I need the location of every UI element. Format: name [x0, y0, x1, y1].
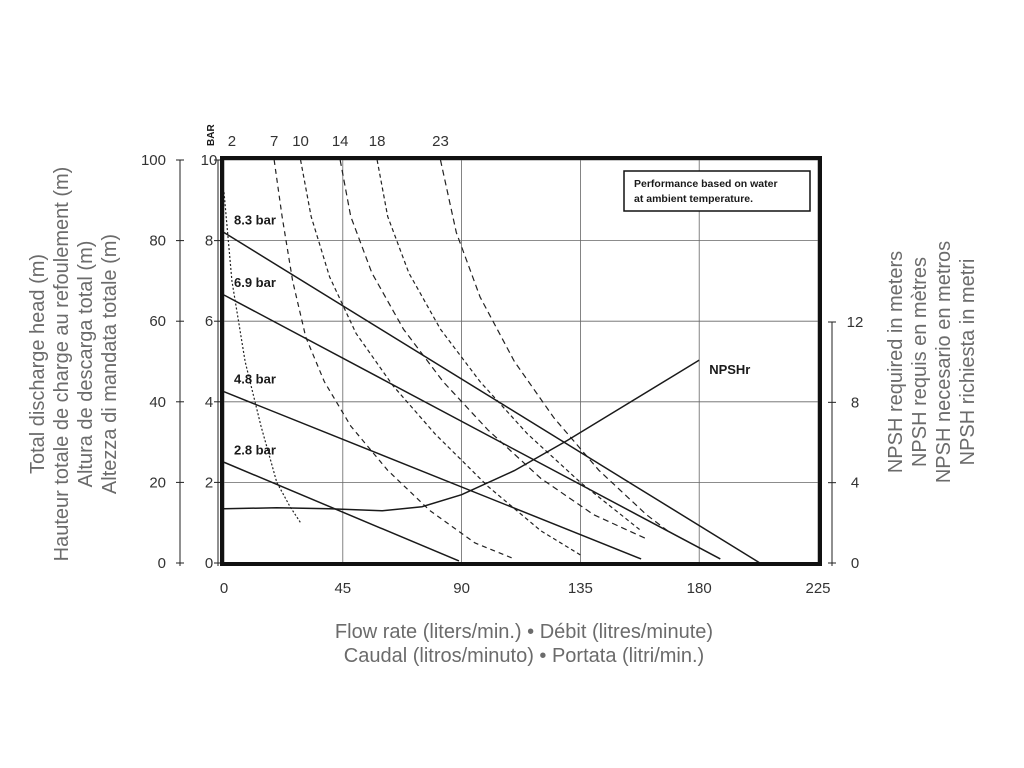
npsh-ticks: 0 4 8 12 [828, 314, 863, 572]
air-label-23: 23 [432, 133, 449, 150]
y-tick-label-5: 100 [141, 152, 166, 169]
air-consumption-ticks: 2 7 10 14 18 23 [228, 133, 449, 150]
series-labels: 8.3 bar 6.9 bar 4.8 bar 2.8 bar NPSHr [234, 213, 750, 458]
ylabel-left-line-1: Total discharge head (m) [27, 254, 49, 474]
series-line-4-8-bar [223, 391, 642, 560]
x-tick-label-2: 90 [453, 580, 470, 597]
curves [223, 159, 761, 564]
x-tick-label-0: 0 [220, 580, 228, 597]
series-line-8-3-bar [223, 231, 761, 564]
air-curve-7 [273, 159, 515, 560]
ylabel-left-line-2: Hauteur totale de charge au refoulement … [51, 167, 73, 562]
bar-tick-label-1: 2 [205, 474, 213, 491]
air-label-10: 10 [292, 133, 309, 150]
note-line-1: Performance based on water [634, 178, 778, 190]
x-tick-label-1: 45 [334, 580, 351, 597]
series-label-npshr: NPSHr [709, 362, 750, 377]
air-label-2: 2 [228, 133, 236, 150]
note-line-2: at ambient temperature. [634, 193, 753, 205]
y-tick-label-2: 40 [149, 394, 166, 411]
x-ticks: 0 45 90 135 180 225 [220, 580, 831, 597]
y-tick-label-3: 60 [149, 313, 166, 330]
bar-tick-label-0: 0 [205, 555, 213, 572]
ylabel-right-line-1: NPSH required in meters [885, 251, 907, 473]
note-box [623, 170, 811, 212]
air-label-18: 18 [369, 133, 386, 150]
air-curve-18 [376, 159, 642, 532]
bar-tick-label-2: 4 [205, 394, 213, 411]
ylabel-left-line-4: Altezza di mandata totale (m) [99, 234, 121, 494]
x-tick-label-4: 180 [687, 580, 712, 597]
npsh-tick-label-2: 8 [851, 394, 859, 411]
y-ticks: 0 20 40 60 80 100 [141, 152, 184, 572]
series-label-4-8-bar: 4.8 bar [234, 372, 276, 387]
ylabel-left-line-3: Altura de descarga total (m) [75, 241, 97, 488]
bar-tick-label-3: 6 [205, 313, 213, 330]
air-label-14: 14 [332, 133, 349, 150]
air-label-7: 7 [270, 133, 278, 150]
x-tick-label-5: 225 [805, 580, 830, 597]
ylabel-right-line-4: NPSH richiesta in metri [957, 259, 979, 466]
series-label-6-9-bar: 6.9 bar [234, 275, 276, 290]
series-label-8-3-bar: 8.3 bar [234, 213, 276, 228]
series-line-npshr [223, 359, 700, 512]
air-curve-2 [223, 192, 302, 524]
bar-tick-label-5: 10 [201, 152, 218, 169]
npsh-tick-label-1: 4 [851, 475, 859, 492]
series-line-2-8-bar [223, 461, 460, 562]
y-tick-label-0: 0 [158, 555, 166, 572]
xlabel-line-2: Caudal (litros/minuto) • Portata (litri/… [344, 645, 704, 667]
y-tick-label-1: 20 [149, 474, 166, 491]
bar-axis-title: BAR [206, 124, 217, 146]
air-curve-14 [339, 159, 647, 540]
bar-tick-label-4: 8 [205, 233, 213, 250]
ylabel-right-line-2: NPSH requis en mètres [909, 257, 931, 467]
ylabel-right-line-3: NPSH necesario en metros [933, 241, 955, 483]
plot-frame [220, 156, 822, 566]
npsh-tick-label-0: 0 [851, 555, 859, 572]
series-label-2-8-bar: 2.8 bar [234, 442, 276, 457]
air-curve-23 [439, 159, 668, 532]
y-tick-label-4: 80 [149, 233, 166, 250]
xlabel-line-1: Flow rate (liters/min.) • Débit (litres/… [335, 621, 713, 643]
npsh-tick-label-3: 12 [847, 314, 864, 331]
x-tick-label-3: 135 [568, 580, 593, 597]
bar-ticks: 0 2 4 6 8 10 [201, 152, 222, 572]
series-line-6-9-bar [223, 294, 721, 560]
